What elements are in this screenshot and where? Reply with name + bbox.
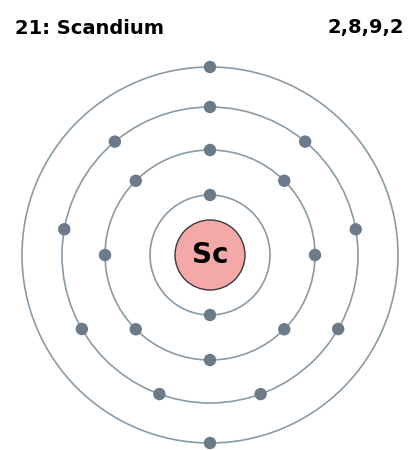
Circle shape — [204, 437, 215, 449]
Circle shape — [175, 220, 245, 290]
Text: 2,8,9,2: 2,8,9,2 — [328, 18, 404, 37]
Circle shape — [76, 324, 87, 334]
Circle shape — [99, 249, 111, 261]
Circle shape — [204, 355, 215, 365]
Circle shape — [279, 324, 290, 335]
Circle shape — [204, 144, 215, 156]
Circle shape — [255, 388, 266, 400]
Text: 21: Scandium: 21: Scandium — [15, 18, 164, 37]
Circle shape — [350, 224, 361, 235]
Circle shape — [204, 189, 215, 201]
Circle shape — [204, 62, 215, 72]
Circle shape — [59, 224, 70, 235]
Circle shape — [130, 175, 141, 186]
Circle shape — [310, 249, 321, 261]
Circle shape — [154, 388, 165, 400]
Circle shape — [204, 102, 215, 112]
Text: Sc: Sc — [192, 241, 228, 269]
Circle shape — [204, 310, 215, 320]
Circle shape — [109, 136, 120, 147]
Circle shape — [130, 324, 141, 335]
Circle shape — [279, 175, 290, 186]
Circle shape — [333, 324, 344, 334]
Circle shape — [300, 136, 310, 147]
